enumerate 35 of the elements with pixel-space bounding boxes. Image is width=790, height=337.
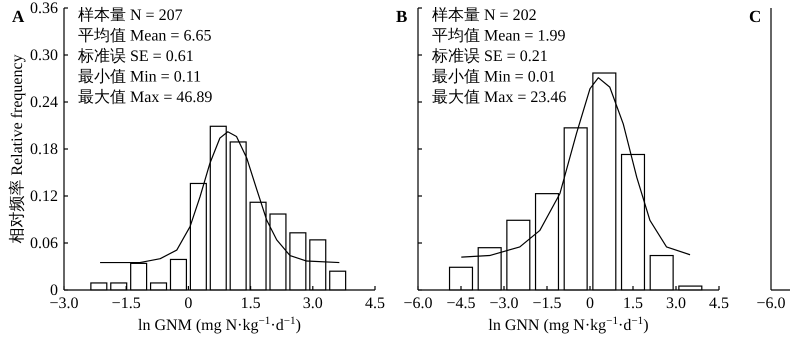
annotation: 标准误 SE = 0.61 bbox=[77, 47, 194, 65]
text: C bbox=[749, 7, 762, 26]
y-tick-label: 0.06 bbox=[30, 235, 58, 252]
annotation: 平均值 Mean = 1.99 bbox=[432, 28, 566, 44]
annotation: 平均值 Mean = 6.65 bbox=[78, 28, 212, 44]
annotation: 最大值 Max = 46.89 bbox=[78, 88, 212, 106]
annotation: 最小值 Min = 0.11 bbox=[78, 68, 202, 86]
x-tick-label: −1.5 bbox=[532, 295, 562, 312]
chart-title: B bbox=[396, 7, 408, 26]
annotation: 标准误 SE = 0.21 bbox=[431, 47, 548, 65]
annotation: 样本量 N = 202 bbox=[432, 6, 537, 24]
y-axis-title: 相对频率 Relative frequency bbox=[8, 54, 26, 244]
chart-title: A bbox=[12, 7, 25, 26]
x-tick-label: 3.0 bbox=[302, 295, 323, 312]
x-tick-label: 4.5 bbox=[709, 295, 729, 312]
x-tick-label: 0 bbox=[586, 295, 594, 312]
x-tick-label: −4.5 bbox=[446, 295, 476, 312]
x-tick-label: −3.0 bbox=[489, 295, 519, 312]
annotation: 最小值 Min = 0.01 bbox=[432, 68, 556, 86]
y-tick-label: 0.36 bbox=[30, 0, 58, 17]
y-tick-label: 0.18 bbox=[30, 141, 58, 158]
x-tick-label: 4.5 bbox=[365, 295, 385, 312]
x-axis-title: ln GNN (mg N·kg$^{−1}$·d$^{−1}$) bbox=[488, 315, 649, 334]
y-tick-label: 0.24 bbox=[30, 94, 58, 111]
x-tick-label: 1.5 bbox=[240, 295, 261, 312]
x-tick-label: −1.5 bbox=[112, 295, 141, 312]
annotation: 样本量 N = 207 bbox=[78, 6, 183, 24]
x-tick-label: 1.5 bbox=[623, 295, 643, 312]
annotation: 最大值 Max = 23.46 bbox=[432, 88, 566, 106]
y-tick-label: 0.12 bbox=[30, 188, 58, 205]
x-axis-title: ln GNM (mg N·kg$^{−1}$·d$^{−1}$) bbox=[138, 315, 301, 334]
x-tick-label: 3.0 bbox=[666, 295, 686, 312]
x-tick-label: 0 bbox=[184, 295, 192, 312]
x-tick-label: −6.0 bbox=[403, 295, 433, 312]
y-tick-label: 0.30 bbox=[30, 47, 58, 64]
